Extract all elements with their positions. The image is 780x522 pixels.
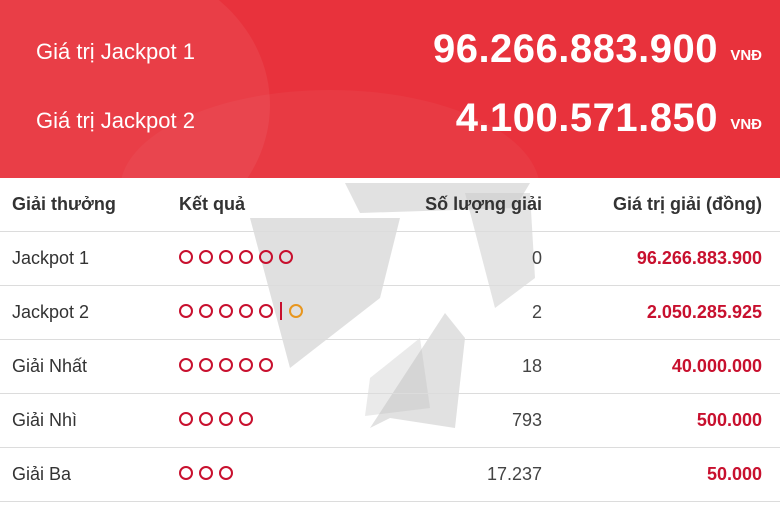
jackpot-1-value: 96.266.883.900 [432, 27, 718, 71]
result-cell [179, 339, 379, 394]
header-prize: Giải thưởng [0, 178, 179, 232]
jackpot-1-label: Giá trị Jackpot 1 [36, 39, 195, 64]
result-cell [179, 393, 379, 448]
prize-quantity: 18 [379, 339, 542, 394]
bonus-separator [280, 302, 282, 320]
header-result: Kết quả [179, 178, 379, 232]
prize-quantity: 793 [379, 393, 542, 448]
match-ball-icon [239, 304, 253, 318]
jackpot-1-unit: VNĐ [730, 47, 762, 64]
result-balls [179, 250, 293, 264]
match-ball-icon [279, 250, 293, 264]
jackpot-2-value: 4.100.571.850 [455, 96, 718, 140]
prize-table: Giải thưởng Kết quả Số lượng giải Giá tr… [0, 178, 780, 502]
match-ball-icon [219, 412, 233, 426]
table-row: Jackpot 2 2 2.050.285.925 [0, 285, 780, 340]
match-ball-icon [259, 358, 273, 372]
prize-name: Giải Nhì [0, 393, 179, 448]
match-ball-icon [219, 304, 233, 318]
prize-name: Giải Nhất [0, 339, 179, 394]
match-ball-icon [239, 358, 253, 372]
match-ball-icon [179, 358, 193, 372]
table-row: Giải Nhì 793 500.000 [0, 393, 780, 448]
match-ball-icon [239, 250, 253, 264]
match-ball-icon [259, 250, 273, 264]
table-row: Giải Nhất 18 40.000.000 [0, 339, 780, 394]
prize-value: 40.000.000 [542, 339, 780, 394]
jackpot-2-label: Giá trị Jackpot 2 [36, 108, 195, 133]
prize-value: 50.000 [542, 447, 780, 502]
match-ball-icon [199, 250, 213, 264]
prize-quantity: 2 [379, 285, 542, 340]
prize-value: 96.266.883.900 [542, 231, 780, 286]
prize-name: Giải Ba [0, 447, 179, 502]
match-ball-icon [199, 358, 213, 372]
match-ball-icon [179, 466, 193, 480]
result-cell [179, 231, 379, 286]
result-cell [179, 447, 379, 502]
table-row: Jackpot 1 0 96.266.883.900 [0, 231, 780, 286]
match-ball-icon [199, 466, 213, 480]
prize-quantity: 0 [379, 231, 542, 286]
jackpot-2-unit: VNĐ [730, 116, 762, 133]
prize-quantity: 17.237 [379, 447, 542, 502]
prize-name: Jackpot 2 [0, 285, 179, 340]
match-ball-icon [219, 466, 233, 480]
bonus-ball-icon [289, 304, 303, 318]
match-ball-icon [179, 412, 193, 426]
banner-decoration [0, 0, 270, 178]
match-ball-icon [259, 304, 273, 318]
jackpot-1-row: Giá trị Jackpot 1 96.266.883.900 VNĐ [0, 23, 780, 83]
prize-value: 500.000 [542, 393, 780, 448]
header-value: Giá trị giải (đồng) [542, 178, 780, 232]
match-ball-icon [179, 250, 193, 264]
jackpot-banner: Giá trị Jackpot 1 96.266.883.900 VNĐ Giá… [0, 0, 780, 178]
table-row: Giải Ba 17.237 50.000 [0, 447, 780, 502]
header-quantity: Số lượng giải [379, 178, 542, 232]
result-balls [179, 412, 253, 426]
table-header-row: Giải thưởng Kết quả Số lượng giải Giá tr… [0, 178, 780, 232]
result-cell [179, 285, 379, 340]
result-balls [179, 358, 273, 372]
jackpot-2-row: Giá trị Jackpot 2 4.100.571.850 VNĐ [0, 92, 780, 152]
match-ball-icon [179, 304, 193, 318]
match-ball-icon [219, 250, 233, 264]
result-balls [179, 466, 233, 480]
match-ball-icon [199, 304, 213, 318]
result-balls [179, 302, 303, 320]
prize-name: Jackpot 1 [0, 231, 179, 286]
match-ball-icon [199, 412, 213, 426]
match-ball-icon [239, 412, 253, 426]
match-ball-icon [219, 358, 233, 372]
prize-value: 2.050.285.925 [542, 285, 780, 340]
